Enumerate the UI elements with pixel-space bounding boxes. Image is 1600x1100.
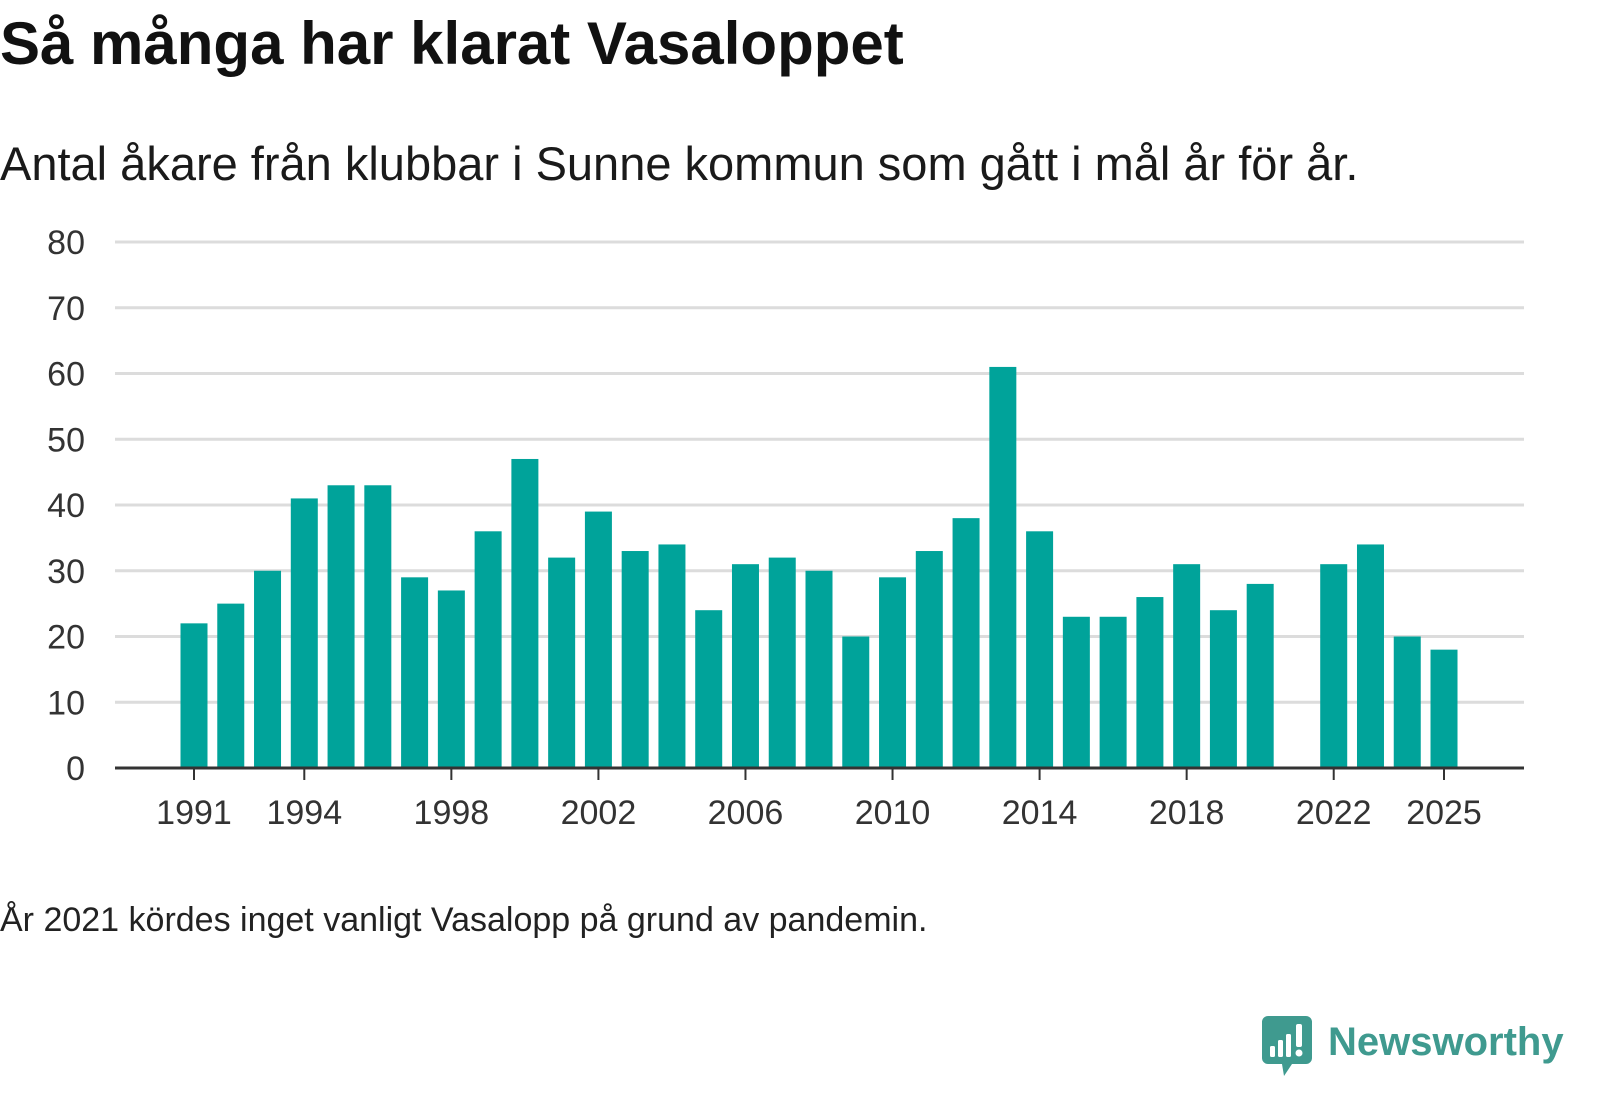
newsworthy-logo-text: Newsworthy xyxy=(1328,1020,1564,1064)
x-tick-label-2018: 2018 xyxy=(1149,794,1225,832)
bar-2008 xyxy=(805,570,833,768)
bar-2001 xyxy=(548,557,576,768)
bar-2011 xyxy=(915,551,943,768)
x-tick-label-2006: 2006 xyxy=(708,794,784,832)
y-tick-label-70: 70 xyxy=(47,290,85,328)
bars xyxy=(180,366,1458,768)
bar-chart: 0 10 20 30 40 50 60 70 80 1991 1994 1998 2002 2006 20… xyxy=(47,224,1524,832)
chart-subtitle: Antal åkare från klubbar i Sunne kommun … xyxy=(0,137,1359,190)
bar-2014 xyxy=(1026,531,1054,768)
bar-2018 xyxy=(1173,564,1201,768)
bar-2007 xyxy=(768,557,796,768)
bar-2000 xyxy=(511,458,539,768)
bar-2005 xyxy=(695,610,723,768)
x-tick-label-2002: 2002 xyxy=(561,794,637,832)
x-tick-label-2014: 2014 xyxy=(1002,794,1078,832)
x-axis-tick-marks xyxy=(193,768,1446,780)
bar-1992 xyxy=(217,603,245,768)
bar-2010 xyxy=(879,577,907,768)
bar-1996 xyxy=(364,485,392,768)
bar-2015 xyxy=(1062,616,1090,768)
bar-2019 xyxy=(1209,610,1237,768)
y-tick-label-10: 10 xyxy=(47,684,85,722)
bar-1995 xyxy=(327,485,355,768)
bar-1999 xyxy=(474,531,502,768)
x-axis-labels: 1991 1994 1998 2002 2006 2010 2014 2018 2022 2025 xyxy=(156,794,1482,832)
bar-2013 xyxy=(989,366,1017,768)
bar-1998 xyxy=(437,590,465,768)
bar-2023 xyxy=(1356,544,1384,768)
y-tick-label-50: 50 xyxy=(47,421,85,459)
y-tick-label-80: 80 xyxy=(47,224,85,262)
newsworthy-logo: Newsworthy xyxy=(1262,1014,1564,1080)
newsworthy-logo-icon xyxy=(1262,1016,1312,1076)
bar-2012 xyxy=(952,518,980,768)
bar-2020 xyxy=(1246,583,1274,768)
bar-2024 xyxy=(1393,636,1421,768)
bar-2016 xyxy=(1099,616,1127,768)
x-tick-label-1998: 1998 xyxy=(414,794,490,832)
x-tick-label-2022: 2022 xyxy=(1296,794,1372,832)
bar-1994 xyxy=(290,498,318,768)
bar-2006 xyxy=(731,564,759,768)
y-tick-label-60: 60 xyxy=(47,356,85,394)
y-axis-labels: 0 10 20 30 40 50 60 70 80 xyxy=(47,224,85,788)
x-tick-label-2010: 2010 xyxy=(855,794,931,832)
bar-2009 xyxy=(842,636,870,768)
y-tick-label-0: 0 xyxy=(66,750,85,788)
x-tick-label-1994: 1994 xyxy=(266,794,342,832)
chart-title: Så många har klarat Vasaloppet xyxy=(0,10,904,77)
y-tick-label-40: 40 xyxy=(47,487,85,525)
bar-2017 xyxy=(1136,597,1164,768)
bar-1997 xyxy=(401,577,429,768)
x-tick-label-1991: 1991 xyxy=(156,794,232,832)
bar-1993 xyxy=(254,570,282,768)
bar-2003 xyxy=(621,551,649,768)
y-tick-label-20: 20 xyxy=(47,619,85,657)
y-tick-label-30: 30 xyxy=(47,553,85,591)
bar-2022 xyxy=(1320,564,1348,768)
bar-2002 xyxy=(584,511,612,768)
x-tick-label-2025: 2025 xyxy=(1406,794,1482,832)
bar-2004 xyxy=(658,544,686,768)
bar-1991 xyxy=(180,623,208,768)
bar-2025 xyxy=(1430,649,1458,768)
chart-footnote: År 2021 kördes inget vanligt Vasalopp på… xyxy=(0,901,928,939)
